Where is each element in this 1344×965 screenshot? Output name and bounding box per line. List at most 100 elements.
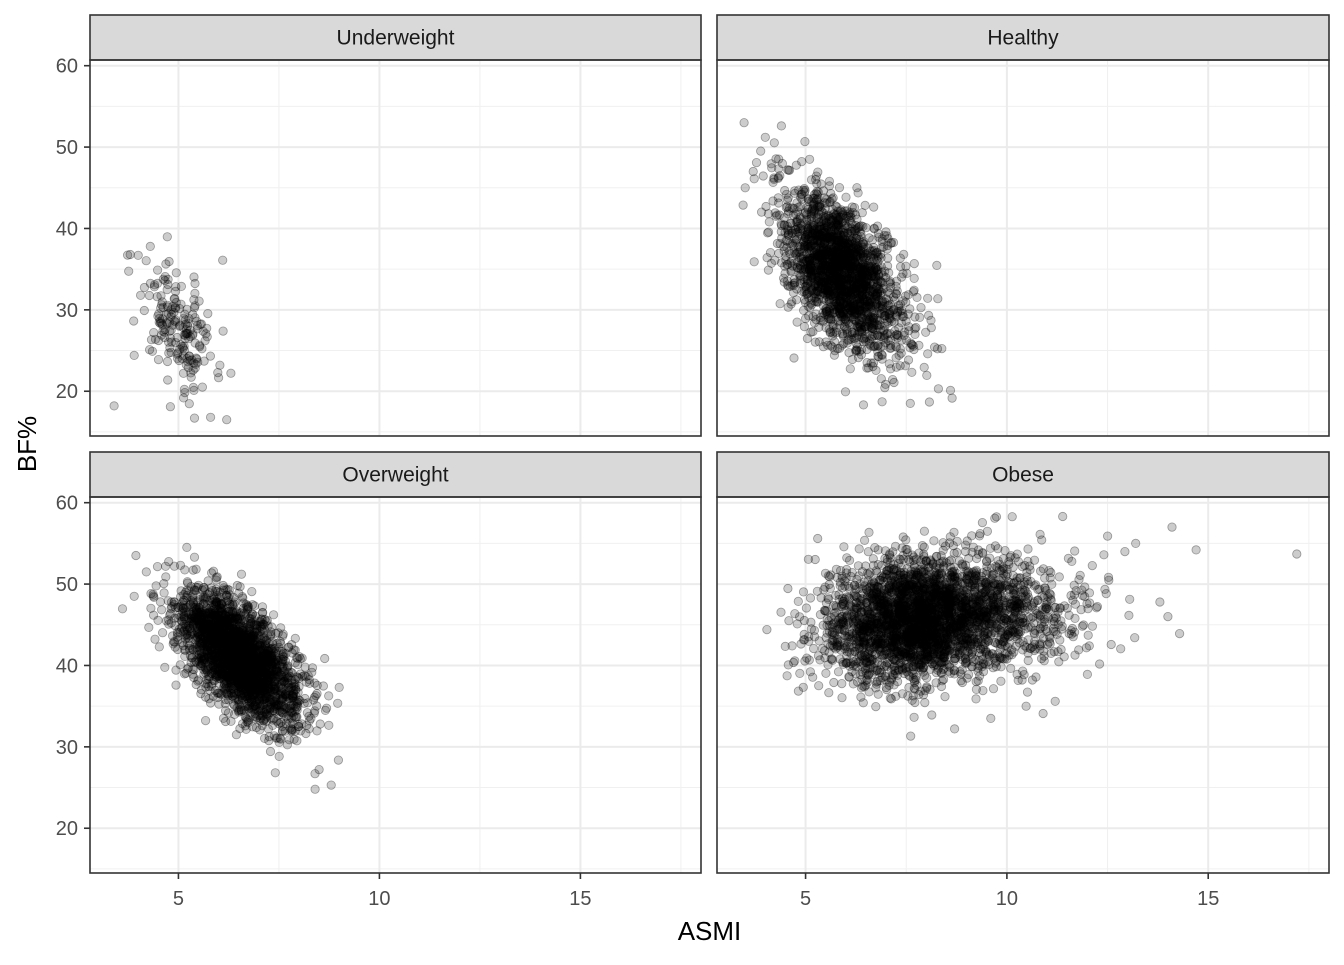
data-point bbox=[227, 657, 235, 665]
data-point bbox=[310, 693, 318, 701]
data-point bbox=[774, 174, 782, 182]
data-point bbox=[311, 785, 319, 793]
data-point bbox=[188, 654, 196, 662]
data-point bbox=[313, 702, 321, 710]
data-point bbox=[263, 676, 271, 684]
data-point bbox=[261, 709, 269, 717]
data-point bbox=[291, 685, 299, 693]
data-point bbox=[800, 295, 808, 303]
data-point bbox=[153, 562, 161, 570]
data-point bbox=[782, 190, 790, 198]
data-point bbox=[302, 672, 310, 680]
data-point bbox=[924, 294, 932, 302]
data-point bbox=[825, 325, 833, 333]
data-point bbox=[189, 646, 197, 654]
data-point bbox=[870, 225, 878, 233]
data-point bbox=[897, 349, 905, 357]
data-point bbox=[846, 365, 854, 373]
data-point bbox=[212, 649, 220, 657]
data-point bbox=[285, 736, 293, 744]
data-point bbox=[863, 345, 871, 353]
data-point bbox=[854, 189, 862, 197]
data-point bbox=[792, 161, 800, 169]
data-point bbox=[278, 680, 286, 688]
data-point bbox=[206, 413, 214, 421]
data-point bbox=[204, 577, 212, 585]
data-point bbox=[172, 681, 180, 689]
data-point bbox=[854, 223, 862, 231]
data-point bbox=[189, 383, 197, 391]
data-point bbox=[142, 257, 150, 265]
data-point bbox=[154, 336, 162, 344]
data-point bbox=[182, 616, 190, 624]
data-point bbox=[861, 201, 869, 209]
data-point bbox=[838, 679, 846, 687]
data-point bbox=[260, 666, 268, 674]
data-point bbox=[797, 221, 805, 229]
data-point bbox=[162, 617, 170, 625]
data-point bbox=[841, 388, 849, 396]
data-point bbox=[171, 614, 179, 622]
data-point bbox=[208, 633, 216, 641]
data-point bbox=[801, 137, 809, 145]
data-point bbox=[877, 375, 885, 383]
data-point bbox=[917, 303, 925, 311]
data-point bbox=[126, 250, 134, 258]
data-point bbox=[145, 291, 153, 299]
data-point bbox=[757, 147, 765, 155]
data-point bbox=[933, 261, 941, 269]
panel-background-overweight bbox=[90, 497, 701, 873]
data-point bbox=[221, 706, 229, 714]
data-point bbox=[946, 386, 954, 394]
data-point bbox=[246, 619, 254, 627]
data-point bbox=[219, 327, 227, 335]
data-point bbox=[197, 654, 205, 662]
data-point bbox=[334, 699, 342, 707]
data-point bbox=[809, 312, 817, 320]
data-point bbox=[174, 645, 182, 653]
data-point bbox=[835, 183, 843, 191]
data-point bbox=[217, 689, 225, 697]
data-point bbox=[910, 274, 918, 282]
data-point bbox=[292, 654, 300, 662]
data-point bbox=[256, 716, 264, 724]
data-point bbox=[787, 267, 795, 275]
data-point bbox=[817, 180, 825, 188]
data-point bbox=[294, 720, 302, 728]
data-point bbox=[825, 288, 833, 296]
data-point bbox=[248, 632, 256, 640]
data-point bbox=[264, 725, 272, 733]
data-point bbox=[223, 416, 231, 424]
data-point bbox=[807, 176, 815, 184]
data-point bbox=[762, 202, 770, 210]
data-point bbox=[219, 256, 227, 264]
data-point bbox=[793, 318, 801, 326]
data-point bbox=[777, 122, 785, 130]
data-point bbox=[153, 279, 161, 287]
data-point bbox=[163, 233, 171, 241]
data-point bbox=[191, 279, 199, 287]
data-point bbox=[801, 314, 809, 322]
data-point bbox=[780, 247, 788, 255]
data-point bbox=[869, 254, 877, 262]
data-point bbox=[172, 269, 180, 277]
data-point bbox=[290, 697, 298, 705]
data-point bbox=[170, 562, 178, 570]
data-point bbox=[193, 583, 201, 591]
data-point bbox=[783, 202, 791, 210]
data-point bbox=[933, 345, 941, 353]
data-point bbox=[237, 570, 245, 578]
data-point bbox=[228, 692, 236, 700]
data-point bbox=[873, 280, 881, 288]
data-point bbox=[192, 360, 200, 368]
data-point bbox=[888, 375, 896, 383]
data-point bbox=[749, 167, 757, 175]
data-point bbox=[823, 233, 831, 241]
data-point bbox=[248, 587, 256, 595]
data-point bbox=[327, 781, 335, 789]
data-point bbox=[228, 675, 236, 683]
data-point bbox=[238, 720, 246, 728]
data-point bbox=[822, 669, 830, 677]
data-point bbox=[172, 666, 180, 674]
